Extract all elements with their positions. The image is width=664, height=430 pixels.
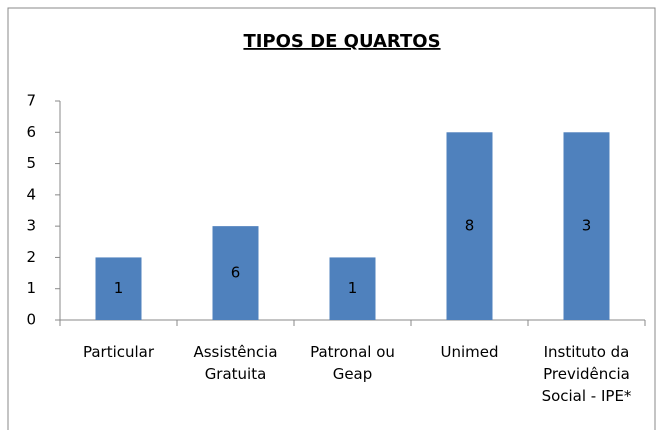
y-tick-label: 6	[26, 123, 36, 141]
y-tick-label: 7	[26, 92, 36, 110]
bar-annotation: 8	[465, 217, 475, 235]
y-tick-label: 0	[26, 311, 36, 329]
bar-annotation: 6	[231, 264, 241, 282]
chart-title: TIPOS DE QUARTOS	[243, 31, 440, 52]
bar	[329, 257, 376, 320]
y-tick-label: 4	[26, 185, 36, 203]
x-tick-label: Assistência Gratuita	[193, 343, 278, 383]
x-tick-label: Particular	[82, 343, 155, 361]
bar	[563, 132, 610, 320]
bar-annotation: 3	[582, 217, 592, 235]
bar	[212, 226, 259, 320]
x-tick-label: Patronal ou Geap	[310, 343, 395, 383]
bar-annotation: 1	[114, 279, 124, 297]
y-tick-label: 5	[26, 154, 36, 172]
bar-annotation: 1	[348, 279, 358, 297]
x-tick-label: Unimed	[440, 343, 499, 361]
bar	[95, 257, 142, 320]
y-tick-label: 3	[26, 217, 36, 235]
y-tick-label: 1	[26, 279, 36, 297]
bar	[446, 132, 493, 320]
y-tick-label: 2	[26, 248, 36, 266]
chart-border	[7, 7, 656, 430]
x-tick-label: Instituto da Previdência Social - IPE*	[541, 343, 632, 405]
